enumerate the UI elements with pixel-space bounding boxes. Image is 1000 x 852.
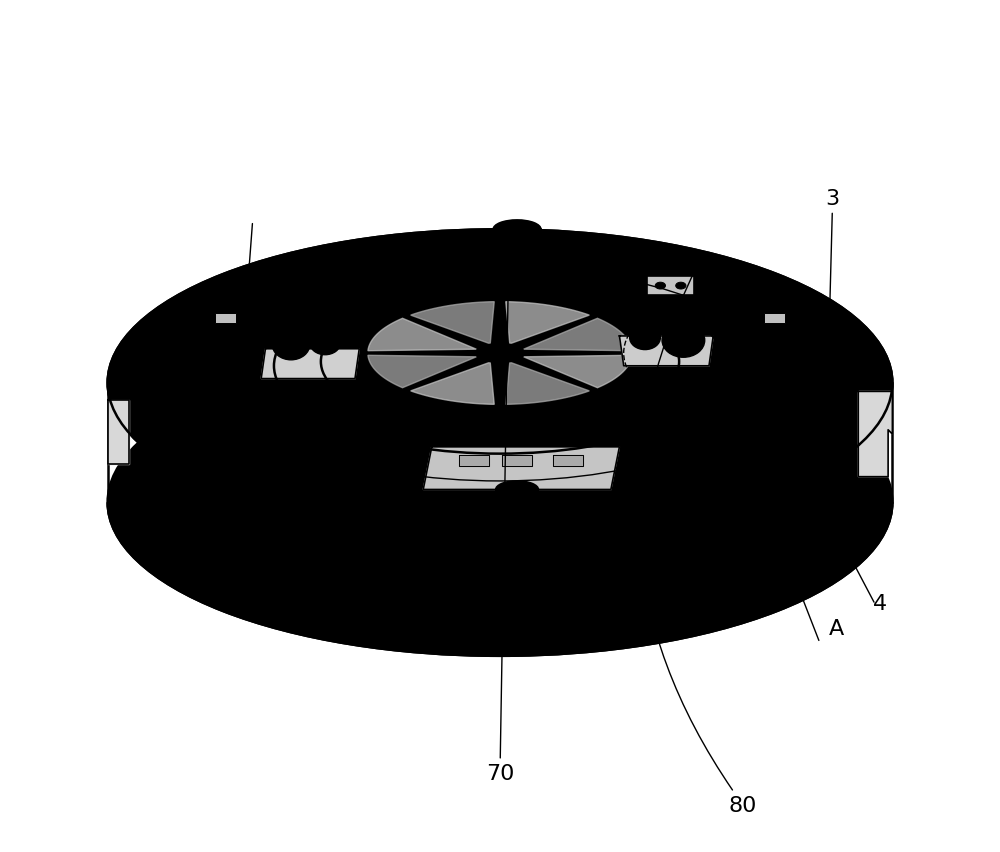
Ellipse shape — [197, 332, 220, 341]
Polygon shape — [502, 456, 532, 466]
Polygon shape — [411, 363, 494, 405]
Polygon shape — [215, 314, 236, 324]
Text: 4: 4 — [873, 593, 887, 613]
Ellipse shape — [735, 373, 752, 380]
Ellipse shape — [805, 379, 827, 388]
Polygon shape — [411, 302, 494, 344]
Ellipse shape — [355, 302, 645, 414]
Text: 60: 60 — [213, 224, 252, 571]
Ellipse shape — [476, 344, 524, 363]
Polygon shape — [423, 447, 619, 490]
Ellipse shape — [198, 448, 236, 474]
Ellipse shape — [248, 373, 265, 380]
Ellipse shape — [108, 230, 892, 537]
Ellipse shape — [424, 233, 451, 256]
Ellipse shape — [780, 332, 803, 341]
Ellipse shape — [281, 325, 298, 332]
Polygon shape — [506, 302, 589, 344]
Ellipse shape — [227, 268, 773, 481]
Ellipse shape — [317, 337, 333, 349]
Ellipse shape — [281, 337, 301, 353]
Polygon shape — [368, 356, 476, 389]
Polygon shape — [619, 337, 713, 366]
Ellipse shape — [490, 349, 510, 358]
Polygon shape — [261, 349, 359, 379]
Ellipse shape — [712, 292, 734, 301]
Polygon shape — [108, 400, 129, 464]
Ellipse shape — [198, 293, 236, 319]
Ellipse shape — [368, 265, 390, 273]
Ellipse shape — [610, 265, 632, 273]
Ellipse shape — [159, 251, 841, 515]
Ellipse shape — [613, 291, 630, 298]
Polygon shape — [647, 277, 694, 296]
Ellipse shape — [676, 283, 686, 290]
Polygon shape — [553, 456, 583, 466]
Ellipse shape — [655, 283, 665, 290]
Text: 70: 70 — [486, 271, 514, 784]
Polygon shape — [524, 356, 632, 389]
Ellipse shape — [672, 332, 694, 349]
Ellipse shape — [272, 330, 310, 360]
Ellipse shape — [702, 325, 719, 332]
Ellipse shape — [662, 324, 705, 358]
Polygon shape — [368, 319, 476, 351]
Ellipse shape — [637, 332, 653, 344]
Polygon shape — [459, 456, 489, 466]
Ellipse shape — [491, 279, 509, 285]
Ellipse shape — [370, 291, 387, 298]
Ellipse shape — [493, 221, 541, 239]
Polygon shape — [506, 363, 589, 405]
Ellipse shape — [310, 331, 340, 355]
Ellipse shape — [108, 349, 892, 656]
Ellipse shape — [496, 481, 538, 498]
Ellipse shape — [630, 326, 660, 350]
Polygon shape — [764, 314, 785, 324]
Ellipse shape — [667, 250, 694, 273]
Polygon shape — [858, 392, 892, 477]
Ellipse shape — [266, 292, 288, 301]
Ellipse shape — [489, 256, 511, 264]
Text: 3: 3 — [824, 188, 840, 517]
Ellipse shape — [173, 379, 195, 388]
Text: 80: 80 — [637, 271, 757, 815]
Ellipse shape — [321, 292, 679, 432]
Ellipse shape — [274, 279, 726, 454]
Polygon shape — [524, 319, 632, 351]
Text: A: A — [829, 619, 845, 639]
